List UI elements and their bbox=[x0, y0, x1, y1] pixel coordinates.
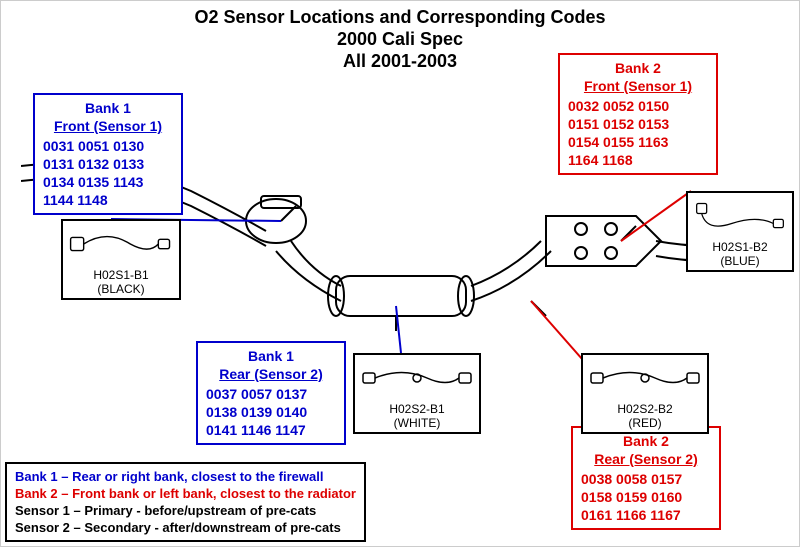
legend-sensor2: Sensor 2 – Secondary - after/downstream … bbox=[15, 519, 356, 536]
title-line-2: 2000 Cali Spec bbox=[1, 28, 799, 50]
code-line: 0158 0159 0160 bbox=[581, 488, 711, 506]
sensor-label: H02S1-B2 bbox=[690, 240, 790, 254]
codes-bank2-rear: Bank 2 Rear (Sensor 2) 0038 0058 0157015… bbox=[571, 426, 721, 530]
sensor-connector: (BLACK) bbox=[65, 282, 177, 296]
code-line: 0141 1146 1147 bbox=[206, 421, 336, 439]
code-line: 1144 1148 bbox=[43, 191, 173, 209]
sensor-label: H02S1-B1 bbox=[65, 268, 177, 282]
legend-sensor1: Sensor 1 – Primary - before/upstream of … bbox=[15, 502, 356, 519]
legend-bank2: Bank 2 – Front bank or left bank, closes… bbox=[15, 485, 356, 502]
code-line: 0031 0051 0130 bbox=[43, 137, 173, 155]
sensor-connector: (RED) bbox=[585, 416, 705, 430]
box-codes: 0037 0057 01370138 0139 01400141 1146 11… bbox=[206, 385, 336, 439]
box-codes: 0038 0058 01570158 0159 01600161 1166 11… bbox=[581, 470, 711, 524]
code-line: 0037 0057 0137 bbox=[206, 385, 336, 403]
box-header: Bank 2 bbox=[568, 59, 708, 77]
box-codes: 0032 0052 01500151 0152 01530154 0155 11… bbox=[568, 97, 708, 169]
sensor-icon bbox=[65, 223, 177, 265]
legend-bank1: Bank 1 – Rear or right bank, closest to … bbox=[15, 468, 356, 485]
sensor-label: H02S2-B1 bbox=[357, 402, 477, 416]
sensor-icon bbox=[690, 195, 790, 237]
sensor-label: H02S2-B2 bbox=[585, 402, 705, 416]
title-line-1: O2 Sensor Locations and Corresponding Co… bbox=[1, 6, 799, 28]
box-subheader: Front (Sensor 1) bbox=[43, 117, 173, 135]
codes-bank1-rear: Bank 1 Rear (Sensor 2) 0037 0057 0137013… bbox=[196, 341, 346, 445]
box-header: Bank 1 bbox=[206, 347, 336, 365]
code-line: 0151 0152 0153 bbox=[568, 115, 708, 133]
code-line: 0038 0058 0157 bbox=[581, 470, 711, 488]
code-line: 0032 0052 0150 bbox=[568, 97, 708, 115]
sensor-connector: (BLUE) bbox=[690, 254, 790, 268]
box-header: Bank 2 bbox=[581, 432, 711, 450]
code-line: 0131 0132 0133 bbox=[43, 155, 173, 173]
code-line: 0161 1166 1167 bbox=[581, 506, 711, 524]
sensor-h02s2-b2: H02S2-B2 (RED) bbox=[581, 353, 709, 434]
box-codes: 0031 0051 01300131 0132 01330134 0135 11… bbox=[43, 137, 173, 209]
sensor-connector: (WHITE) bbox=[357, 416, 477, 430]
code-line: 0134 0135 1143 bbox=[43, 173, 173, 191]
codes-bank1-front: Bank 1 Front (Sensor 1) 0031 0051 013001… bbox=[33, 93, 183, 215]
legend-box: Bank 1 – Rear or right bank, closest to … bbox=[5, 462, 366, 542]
box-header: Bank 1 bbox=[43, 99, 173, 117]
code-line: 1164 1168 bbox=[568, 151, 708, 169]
box-subheader: Front (Sensor 1) bbox=[568, 77, 708, 95]
codes-bank2-front: Bank 2 Front (Sensor 1) 0032 0052 015001… bbox=[558, 53, 718, 175]
sensor-h02s2-b1: H02S2-B1 (WHITE) bbox=[353, 353, 481, 434]
sensor-icon bbox=[357, 357, 477, 399]
sensor-icon bbox=[585, 357, 705, 399]
sensor-h02s1-b2: H02S1-B2 (BLUE) bbox=[686, 191, 794, 272]
code-line: 0138 0139 0140 bbox=[206, 403, 336, 421]
box-subheader: Rear (Sensor 2) bbox=[581, 450, 711, 468]
sensor-h02s1-b1: H02S1-B1 (BLACK) bbox=[61, 219, 181, 300]
box-subheader: Rear (Sensor 2) bbox=[206, 365, 336, 383]
code-line: 0154 0155 1163 bbox=[568, 133, 708, 151]
